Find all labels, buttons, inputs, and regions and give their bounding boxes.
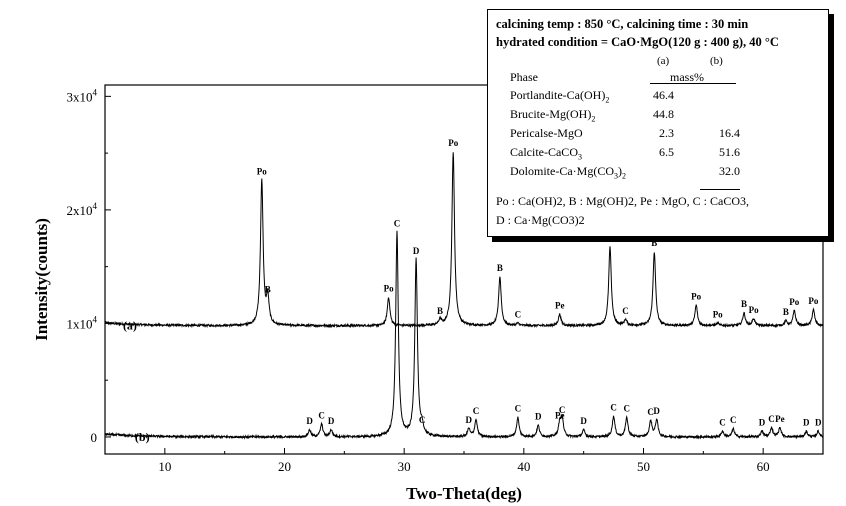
peak-label: C bbox=[610, 403, 617, 413]
legend-col-a: (a) bbox=[657, 55, 670, 67]
peak-label: C bbox=[515, 309, 522, 319]
peak-label: Po bbox=[384, 283, 394, 293]
peak-label: B bbox=[741, 299, 747, 309]
peak-label: Pe bbox=[555, 300, 565, 310]
peak-label: D bbox=[535, 412, 542, 422]
legend-header-rule bbox=[650, 83, 736, 84]
peak-label: C bbox=[419, 415, 426, 425]
peak-label: Pe bbox=[775, 414, 785, 424]
legend-phase-name: Pericalse-MgO bbox=[510, 126, 583, 140]
legend-abbrev-1: Po : Ca(OH)2, B : Mg(OH)2, Pe : MgO, C :… bbox=[496, 194, 750, 208]
peak-label: C bbox=[394, 219, 401, 229]
legend-value-a: 6.5 bbox=[659, 145, 674, 159]
legend-line-1: calcining temp : 850 °C, calcining time … bbox=[496, 17, 749, 31]
x-tick-label: 10 bbox=[158, 459, 171, 474]
legend-phase-name: Brucite-Mg(OH)2 bbox=[510, 107, 596, 124]
peak-label: C bbox=[559, 405, 566, 415]
legend-line-2: hydrated condition = CaO·MgO(120 g : 400… bbox=[496, 35, 779, 49]
legend-value-b: 51.6 bbox=[719, 145, 740, 159]
x-tick-label: 60 bbox=[757, 459, 770, 474]
legend-mass-header: mass% bbox=[670, 70, 704, 84]
legend-phase-name: Dolomite-Ca·Mg(CO3)2 bbox=[510, 164, 626, 181]
peak-label: B bbox=[651, 238, 657, 248]
peak-label: Po bbox=[713, 309, 723, 319]
legend-phase-name: Calcite-CaCO3 bbox=[510, 145, 582, 162]
peak-label: B bbox=[265, 284, 271, 294]
axis-ticks: 10 20 30 40 50 60 0 1x104 2x104 3x104 bbox=[67, 87, 824, 474]
curve-label: (b) bbox=[135, 430, 150, 444]
peak-label: Po bbox=[605, 233, 615, 243]
y-tick-label: 3x104 bbox=[67, 87, 98, 104]
x-tick-label: 50 bbox=[637, 459, 650, 474]
y-axis-title: Intensity(counts) bbox=[32, 218, 51, 341]
peak-label: Pe bbox=[555, 410, 565, 420]
peak-label: D bbox=[580, 416, 587, 426]
peak-label: C bbox=[473, 406, 480, 416]
legend-abbrev-2: D : Ca·Mg(CO3)2 bbox=[496, 213, 585, 227]
peak-label: C bbox=[730, 415, 737, 425]
peak-label: C bbox=[719, 417, 726, 427]
x-tick-label: 30 bbox=[398, 459, 411, 474]
peak-label: B bbox=[497, 263, 503, 273]
peak-label: Po bbox=[691, 291, 701, 301]
legend-value-a: 44.8 bbox=[653, 107, 674, 121]
peak-label: D bbox=[759, 417, 766, 427]
legend-value-b: 16.4 bbox=[719, 126, 740, 140]
peak-label: C bbox=[623, 404, 630, 414]
legend-value-a: 46.4 bbox=[653, 88, 674, 102]
peak-label: B bbox=[783, 307, 789, 317]
peak-label: Po bbox=[257, 166, 267, 176]
series-line-a bbox=[104, 152, 824, 329]
y-tick-label: 1x104 bbox=[67, 314, 98, 331]
peak-label: C bbox=[515, 404, 522, 414]
peak-label: D bbox=[815, 417, 822, 427]
peak-label: Po bbox=[749, 305, 759, 315]
legend-value-a: 2.3 bbox=[659, 126, 674, 140]
y-tick-label: 2x104 bbox=[67, 201, 98, 218]
peak-label: C bbox=[318, 410, 325, 420]
peak-label: D bbox=[306, 416, 313, 426]
peak-label: D bbox=[653, 406, 660, 416]
peak-label: Po bbox=[808, 296, 818, 306]
peak-label: Po bbox=[448, 138, 458, 148]
peak-label: C bbox=[622, 306, 629, 316]
legend-total-rule bbox=[700, 189, 740, 190]
series-layer bbox=[104, 152, 824, 440]
peak-label: D bbox=[413, 246, 420, 256]
legend-phase-header: Phase bbox=[510, 70, 538, 84]
peak-label: D bbox=[803, 417, 810, 427]
legend-col-b: (b) bbox=[710, 55, 723, 67]
curve-label: (a) bbox=[123, 319, 137, 333]
legend-phase-name: Portlandite-Ca(OH)2 bbox=[510, 88, 610, 105]
peak-label: C bbox=[647, 407, 654, 417]
x-tick-label: 40 bbox=[517, 459, 530, 474]
x-axis-title: Two-Theta(deg) bbox=[406, 484, 522, 503]
series-line-b bbox=[104, 230, 824, 440]
y-tick-label: 0 bbox=[91, 430, 98, 445]
peak-label: B bbox=[437, 306, 443, 316]
x-tick-label: 20 bbox=[278, 459, 291, 474]
peak-label: D bbox=[466, 415, 473, 425]
peak-label: D bbox=[328, 416, 335, 426]
legend-value-b: 32.0 bbox=[719, 164, 740, 178]
peak-label: Po bbox=[789, 297, 799, 307]
legend-box: calcining temp : 850 °C, calcining time … bbox=[487, 9, 829, 237]
peak-label: C bbox=[768, 414, 775, 424]
